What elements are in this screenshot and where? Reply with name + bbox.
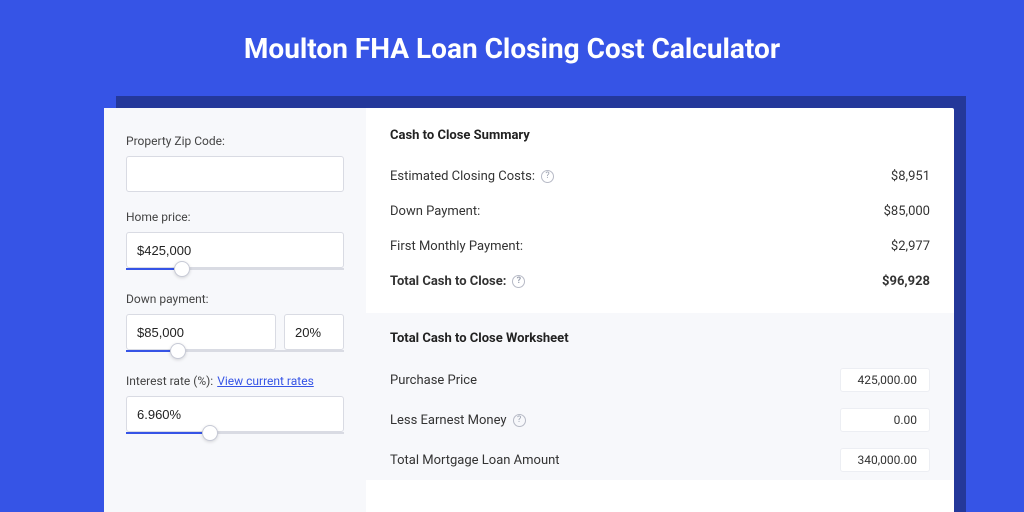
summary-row: Down Payment: $85,000 xyxy=(390,194,930,229)
worksheet-panel: Total Cash to Close Worksheet Purchase P… xyxy=(366,313,954,480)
page-root: Moulton FHA Loan Closing Cost Calculator… xyxy=(0,0,1024,512)
calculator-card: Property Zip Code: Home price: Down paym… xyxy=(104,108,954,512)
interest-field: Interest rate (%): View current rates xyxy=(126,374,344,434)
ws-value: 340,000.00 xyxy=(840,448,930,472)
summary-value: $8,951 xyxy=(891,169,930,184)
home-price-input[interactable] xyxy=(126,232,344,268)
home-price-field: Home price: xyxy=(126,210,344,270)
summary-label: First Monthly Payment: xyxy=(390,239,523,254)
down-payment-input[interactable] xyxy=(126,314,276,350)
interest-label-text: Interest rate (%): xyxy=(126,374,213,388)
worksheet-row: Less Earnest Money ? 0.00 xyxy=(390,400,930,440)
page-title: Moulton FHA Loan Closing Cost Calculator xyxy=(0,0,1024,91)
summary-value: $85,000 xyxy=(884,204,930,219)
down-payment-pct-input[interactable] xyxy=(284,314,344,350)
ws-value: 425,000.00 xyxy=(840,368,930,392)
ws-value: 0.00 xyxy=(840,408,930,432)
summary-title: Cash to Close Summary xyxy=(390,128,930,143)
summary-label: Down Payment: xyxy=(390,204,480,219)
down-payment-field: Down payment: xyxy=(126,292,344,352)
slider-thumb-icon[interactable] xyxy=(170,343,186,359)
results-panel: Cash to Close Summary Estimated Closing … xyxy=(366,108,954,512)
view-rates-link[interactable]: View current rates xyxy=(217,374,314,388)
worksheet-row: Purchase Price 425,000.00 xyxy=(390,360,930,400)
interest-slider[interactable] xyxy=(126,432,344,434)
help-icon[interactable]: ? xyxy=(512,275,525,288)
summary-value: $2,977 xyxy=(891,239,930,254)
summary-row: Estimated Closing Costs: ? $8,951 xyxy=(390,159,930,194)
help-icon[interactable]: ? xyxy=(541,170,554,183)
zip-input[interactable] xyxy=(126,156,344,192)
ws-label: Purchase Price xyxy=(390,373,477,388)
zip-label: Property Zip Code: xyxy=(126,134,344,148)
summary-total-label: Total Cash to Close: xyxy=(390,274,506,289)
home-price-slider[interactable] xyxy=(126,268,344,270)
worksheet-title: Total Cash to Close Worksheet xyxy=(390,331,930,346)
down-payment-label: Down payment: xyxy=(126,292,344,306)
summary-total-value: $96,928 xyxy=(882,274,930,289)
down-payment-slider[interactable] xyxy=(126,350,344,352)
slider-thumb-icon[interactable] xyxy=(202,425,218,441)
help-icon[interactable]: ? xyxy=(513,414,526,427)
worksheet-row: Total Mortgage Loan Amount 340,000.00 xyxy=(390,440,930,480)
slider-thumb-icon[interactable] xyxy=(174,261,190,277)
ws-label: Less Earnest Money xyxy=(390,413,507,428)
summary-total-row: Total Cash to Close: ? $96,928 xyxy=(390,264,930,299)
summary-row: First Monthly Payment: $2,977 xyxy=(390,229,930,264)
home-price-label: Home price: xyxy=(126,210,344,224)
interest-input[interactable] xyxy=(126,396,344,432)
zip-field: Property Zip Code: xyxy=(126,134,344,192)
inputs-panel: Property Zip Code: Home price: Down paym… xyxy=(104,108,366,512)
summary-label: Estimated Closing Costs: xyxy=(390,169,535,184)
ws-label: Total Mortgage Loan Amount xyxy=(390,453,560,468)
interest-label: Interest rate (%): View current rates xyxy=(126,374,344,388)
